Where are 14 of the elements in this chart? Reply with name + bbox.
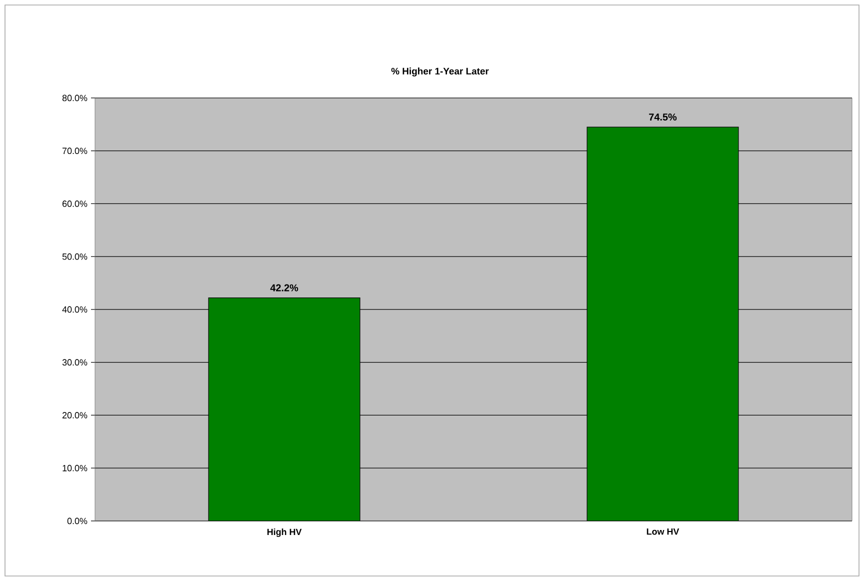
x-tick-label: Low HV xyxy=(646,528,680,535)
data-label: 74.5% xyxy=(649,114,677,121)
y-tick-label: 60.0% xyxy=(62,200,88,207)
data-label: 42.2% xyxy=(270,284,298,292)
y-tick-label: 30.0% xyxy=(62,359,88,366)
y-tick-label: 0.0% xyxy=(67,518,88,524)
y-tick-label: 70.0% xyxy=(62,148,88,154)
y-tick-label: 50.0% xyxy=(62,253,88,260)
x-tick-label: High HV xyxy=(267,528,302,537)
y-tick-label: 10.0% xyxy=(62,464,88,472)
y-tick-label: 40.0% xyxy=(62,306,88,313)
chart-title: % Higher 1-Year Later xyxy=(391,68,489,76)
y-tick-label: 20.0% xyxy=(62,412,88,418)
y-tick-label: 80.0% xyxy=(62,94,88,102)
